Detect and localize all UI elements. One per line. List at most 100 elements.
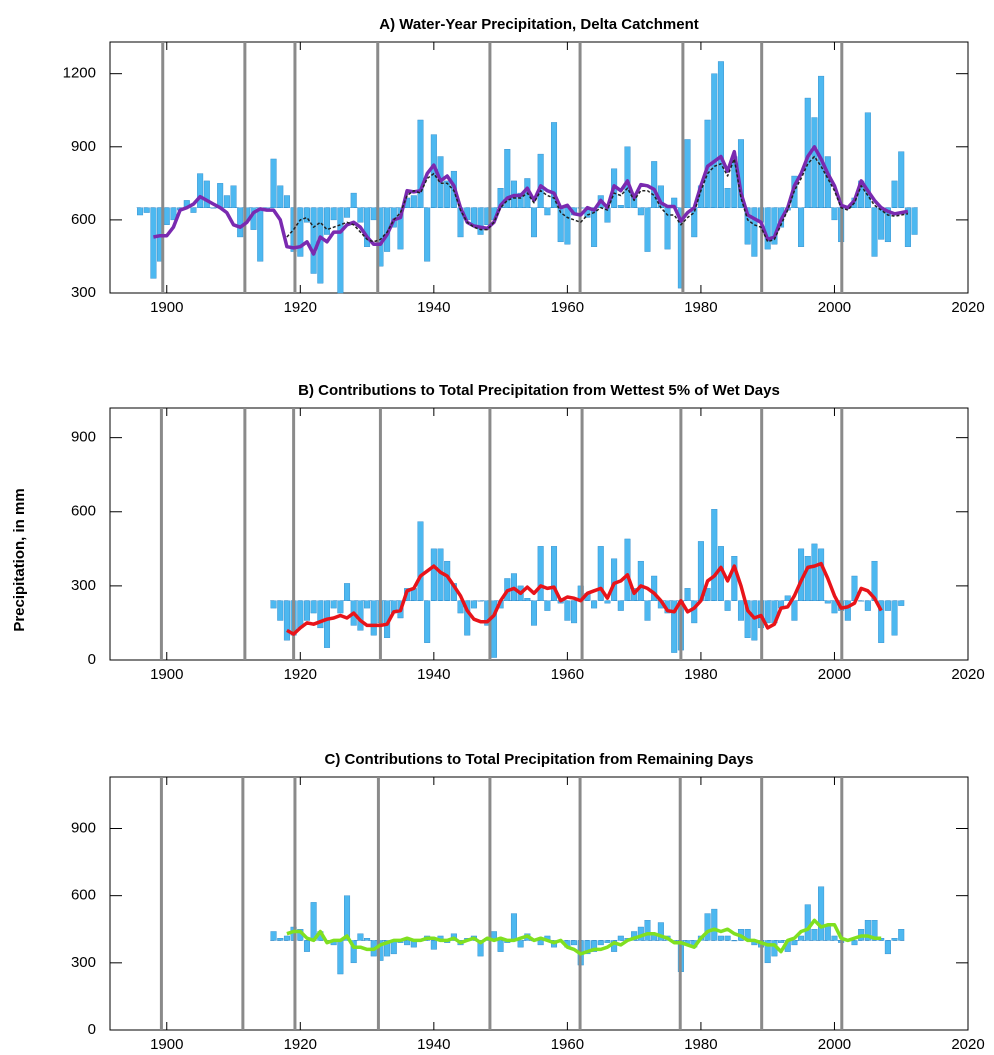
bar: [844, 600, 851, 621]
bar: [551, 122, 558, 208]
bar: [497, 940, 504, 952]
x-tick-label: 1960: [551, 666, 584, 683]
bar: [544, 600, 551, 611]
smoothed-line: [153, 145, 909, 256]
x-tick-label: 1980: [684, 299, 717, 316]
bar: [898, 600, 905, 606]
bar: [617, 600, 624, 611]
bar: [277, 600, 284, 621]
bar: [370, 600, 377, 636]
bar: [644, 600, 651, 621]
bar: [283, 195, 290, 208]
bar: [818, 886, 825, 941]
smoothed-line: [286, 918, 882, 956]
bar: [651, 575, 658, 601]
x-tick-label: 1920: [284, 1036, 317, 1053]
x-tick-label: 2000: [818, 666, 851, 683]
bar: [337, 207, 344, 294]
bar: [824, 600, 831, 604]
x-tick-label: 2020: [951, 666, 984, 683]
bar: [804, 904, 811, 941]
bar: [270, 600, 277, 609]
bar: [851, 940, 858, 946]
chart-title: C) Contributions to Total Precipitation …: [325, 751, 754, 768]
bar: [691, 207, 698, 238]
bar: [510, 913, 517, 941]
bar: [811, 929, 818, 941]
bar: [804, 556, 811, 601]
y-axis-label: Precipitation, in mm: [11, 488, 28, 631]
bar: [417, 119, 424, 208]
bar: [270, 158, 277, 208]
bar: [624, 538, 631, 601]
bar: [217, 183, 224, 208]
x-tick-label: 1940: [417, 299, 450, 316]
y-tick-label: 600: [71, 887, 96, 904]
bar: [884, 940, 891, 955]
bar: [644, 207, 651, 252]
bar: [410, 195, 417, 208]
bar: [537, 153, 544, 208]
bar: [798, 207, 805, 247]
bar: [818, 548, 825, 601]
bar: [530, 600, 537, 626]
bar: [323, 600, 331, 648]
bar: [350, 940, 357, 964]
bar: [357, 600, 364, 631]
x-tick-label: 1920: [284, 299, 317, 316]
bar: [831, 935, 838, 941]
bar: [297, 207, 304, 257]
x-tick-label: 1940: [417, 666, 450, 683]
bar: [764, 207, 771, 250]
y-tick-label: 300: [71, 284, 96, 301]
bar: [277, 185, 284, 208]
bar: [644, 920, 651, 941]
bar: [364, 600, 371, 609]
bar: [784, 595, 791, 601]
bar: [704, 913, 711, 941]
chart-title: B) Contributions to Total Precipitation …: [298, 382, 780, 399]
x-tick-label: 1940: [417, 1036, 450, 1053]
bar: [444, 180, 451, 208]
bar: [310, 902, 317, 941]
bar: [751, 600, 758, 641]
bar: [404, 940, 411, 946]
y-tick-label: 0: [88, 651, 96, 668]
y-tick-label: 0: [88, 1021, 96, 1038]
bar: [898, 151, 905, 208]
x-tick-label: 2020: [951, 299, 984, 316]
bar: [671, 600, 678, 653]
bar: [791, 940, 798, 946]
x-tick-label: 1960: [551, 1036, 584, 1053]
bar: [424, 207, 431, 262]
bar: [724, 600, 731, 611]
bar: [337, 940, 344, 975]
bar: [344, 207, 351, 218]
bar: [524, 598, 531, 601]
bar: [310, 207, 317, 274]
bar: [163, 207, 170, 225]
y-tick-label: 300: [71, 954, 96, 971]
bar: [898, 929, 905, 941]
bar: [564, 207, 571, 245]
bar: [230, 185, 237, 208]
bar: [571, 940, 578, 946]
bar: [297, 600, 304, 629]
bar: [323, 207, 331, 235]
bar: [684, 588, 691, 601]
x-tick-label: 1900: [150, 666, 183, 683]
bar: [764, 600, 771, 624]
bar: [303, 940, 310, 952]
bar: [651, 161, 658, 208]
bar: [470, 600, 477, 609]
plot-frame: [109, 41, 969, 294]
bar: [430, 940, 437, 950]
smoothed-line: [286, 561, 883, 636]
bar: [364, 938, 371, 941]
bar: [364, 207, 371, 247]
bar: [637, 560, 644, 601]
bar: [911, 207, 918, 235]
bar: [611, 558, 618, 601]
bar: [544, 207, 551, 216]
bar: [624, 146, 631, 208]
